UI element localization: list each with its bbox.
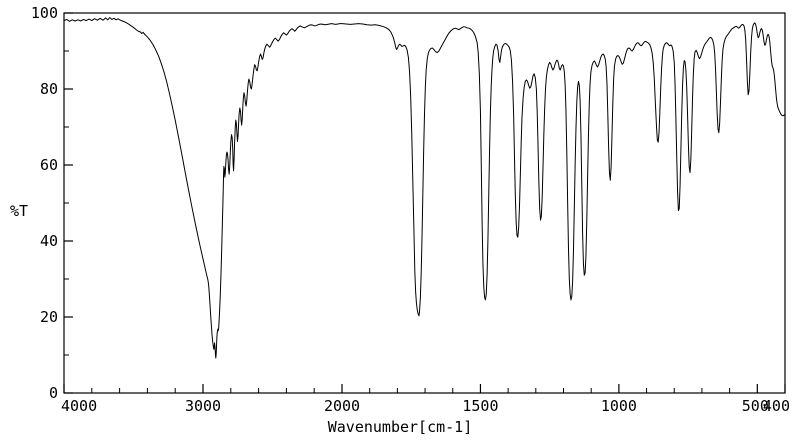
y-axis-title: %T (10, 202, 28, 220)
x-tick-label: 4000 (61, 397, 97, 415)
x-tick-label: 2000 (324, 397, 360, 415)
y-tick-label: 0 (49, 384, 58, 402)
x-tick-label: 1500 (462, 397, 498, 415)
x-tick-label: 1000 (601, 397, 637, 415)
y-tick-label: 20 (40, 308, 58, 326)
spectrum-trace (63, 17, 786, 359)
y-tick-label: 40 (40, 232, 58, 250)
x-axis-title: Wavenumber[cm-1] (328, 418, 473, 436)
y-tick-label: 60 (40, 156, 58, 174)
y-axis-ticks (64, 12, 73, 394)
y-axis-tick-labels: 0 20 40 60 80 100 (31, 4, 58, 402)
y-tick-label: 80 (40, 80, 58, 98)
y-tick-label: 100 (31, 4, 58, 22)
x-tick-label: 400 (763, 397, 790, 415)
x-tick-label: 3000 (185, 397, 221, 415)
x-axis-ticks (63, 384, 786, 393)
x-tick-label: 500 (742, 397, 769, 415)
